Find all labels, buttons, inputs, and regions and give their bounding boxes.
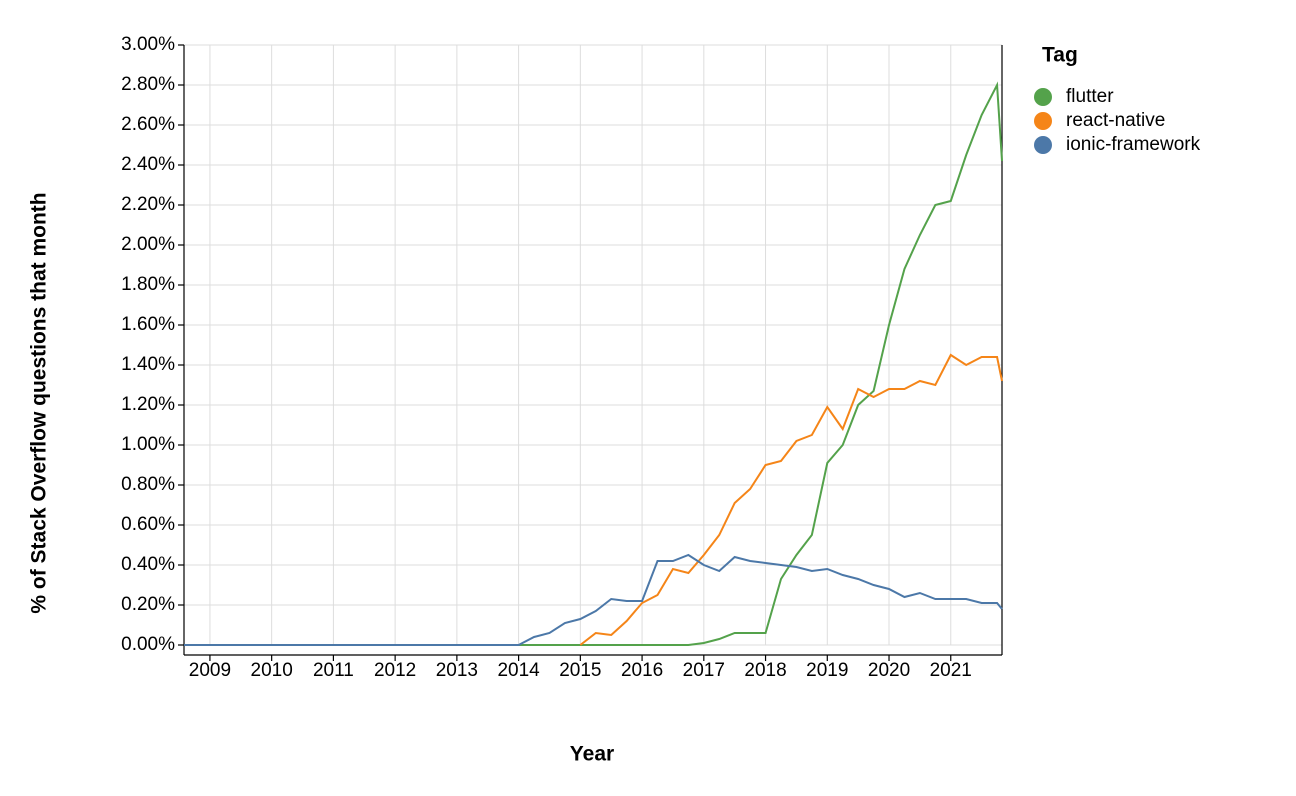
y-tick-label: 2.80% <box>121 74 175 95</box>
y-tick-label: 0.40% <box>121 554 175 575</box>
x-tick-label: 2014 <box>497 660 540 681</box>
x-tick-label: 2018 <box>744 660 786 681</box>
y-tick-label: 1.20% <box>121 394 175 415</box>
y-tick-label: 0.60% <box>121 514 175 535</box>
y-tick-label: 0.00% <box>121 634 175 655</box>
legend-title: Tag <box>1042 44 1078 67</box>
y-tick-label: 0.80% <box>121 474 175 495</box>
y-axis-title: % of Stack Overflow questions that month <box>28 192 51 613</box>
series-line <box>184 81 1003 646</box>
legend-swatch <box>1034 136 1052 154</box>
y-tick-label: 2.00% <box>121 234 175 255</box>
legend-label: ionic-framework <box>1066 134 1201 155</box>
x-tick-label: 2011 <box>313 660 354 681</box>
legend-label: react-native <box>1066 110 1165 131</box>
x-tick-label: 2016 <box>621 660 663 681</box>
x-axis-title: Year <box>570 743 614 766</box>
x-tick-label: 2013 <box>436 660 478 681</box>
y-tick-label: 1.40% <box>121 354 175 375</box>
x-tick-label: 2021 <box>930 660 972 681</box>
x-tick-label: 2019 <box>806 660 848 681</box>
y-tick-label: 3.00% <box>121 34 175 55</box>
y-tick-label: 1.60% <box>121 314 175 335</box>
y-tick-label: 2.20% <box>121 194 175 215</box>
x-tick-label: 2017 <box>683 660 725 681</box>
x-tick-label: 2015 <box>559 660 601 681</box>
x-tick-label: 2020 <box>868 660 910 681</box>
x-tick-label: 2012 <box>374 660 416 681</box>
legend-label: flutter <box>1066 86 1114 107</box>
y-tick-label: 2.60% <box>121 114 175 135</box>
y-tick-label: 1.00% <box>121 434 175 455</box>
y-tick-label: 2.40% <box>121 154 175 175</box>
legend-swatch <box>1034 88 1052 106</box>
series-line <box>579 353 1003 646</box>
series-line <box>184 553 1003 646</box>
y-tick-label: 0.20% <box>121 594 175 615</box>
x-tick-label: 2009 <box>189 660 231 681</box>
x-tick-label: 2010 <box>251 660 293 681</box>
legend-swatch <box>1034 112 1052 130</box>
y-tick-label: 1.80% <box>121 274 175 295</box>
